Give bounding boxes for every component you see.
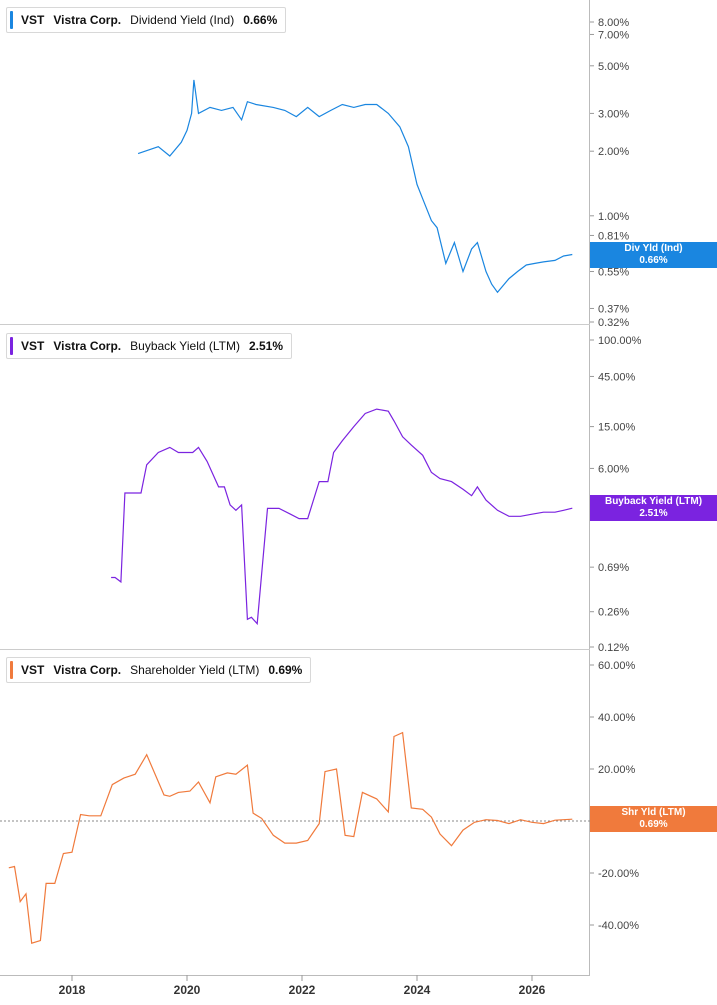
x-axis: 2018 2020 2022 2024 2026 [59,975,546,997]
legend-value: 0.69% [268,663,303,677]
buyback-value-tag: Buyback Yield (LTM) 2.51% [590,495,717,522]
shareholder-value-tag: Shr Yld (LTM) 0.69% [590,806,717,833]
y-tick-label: 3.00% [598,108,629,120]
y-tick-label: 0.81% [598,230,629,242]
dividend-y-axis: 0.32% 0.37% 0.55% 0.81% 1.00% 2.00% 3.00% 5.00%… [590,17,629,329]
shareholder-legend[interactable]: VST Vistra Corp. Shareholder Yield (LTM)… [6,657,312,683]
dividend-value-tag: Div Yld (Ind) 0.66% [590,241,717,268]
buyback-legend-swatch [10,337,13,355]
x-tick-label: 2022 [289,983,316,997]
shareholder-legend-swatch [10,661,13,679]
y-tick-label: 7.00% [598,29,629,41]
y-tick-label: 0.12% [598,642,629,654]
shareholder-y-axis: -40.00%-20.00%0.00%20.00%40.00%60.00% [590,660,639,932]
y-tick-label: -20.00% [598,868,639,880]
y-tick-label: 45.00% [598,371,636,383]
y-tick-label: 100.00% [598,335,642,347]
dividend-legend-swatch [10,11,13,29]
legend-company: Vistra Corp. [53,13,122,27]
y-tick-label: 2.00% [598,146,629,158]
legend-metric: Buyback Yield (LTM) [130,339,240,353]
legend-ticker: VST [21,663,45,677]
tag-title: Shr Yld (LTM) [621,807,686,819]
legend-metric: Dividend Yield (Ind) [130,13,235,27]
tag-title: Div Yld (Ind) [624,242,683,254]
legend-ticker: VST [21,13,45,27]
legend-ticker: VST [21,339,45,353]
x-tick-label: 2024 [404,983,431,997]
y-tick-label: 0.26% [598,607,629,619]
x-tick-label: 2020 [174,983,201,997]
y-tick-label: 5.00% [598,61,629,73]
y-tick-label: 8.00% [598,17,629,29]
y-tick-label: 15.00% [598,422,636,434]
buyback-legend[interactable]: VST Vistra Corp. Buyback Yield (LTM) 2.5… [6,333,293,359]
y-tick-label: 6.00% [598,463,629,475]
tag-value: 2.51% [639,508,668,520]
y-tick-label: 60.00% [598,660,636,672]
y-tick-label: 1.00% [598,211,629,223]
legend-company: Vistra Corp. [53,339,122,353]
legend-metric: Shareholder Yield (LTM) [130,663,260,677]
shareholder-yield-line [8,731,573,944]
legend-value: 2.51% [248,339,284,353]
buyback-yield-line [111,408,573,626]
y-tick-label: 40.00% [598,712,636,724]
x-tick-label: 2018 [59,983,86,997]
dividend-legend[interactable]: VST Vistra Corp. Dividend Yield (Ind) 0.… [6,7,287,33]
dividend-yield-line [137,79,573,294]
tag-value: 0.66% [639,254,668,266]
y-tick-label: -40.00% [598,920,639,932]
tag-title: Buyback Yield (LTM) [604,496,703,508]
legend-company: Vistra Corp. [53,663,122,677]
legend-value: 0.66% [243,13,278,27]
y-tick-label: 0.55% [598,267,629,279]
y-tick-label: 20.00% [598,764,636,776]
y-tick-label: 0.69% [598,562,629,574]
y-tick-label: 0.37% [598,303,629,315]
y-tick-label: 0.32% [598,317,629,329]
x-tick-label: 2026 [519,983,546,997]
tag-value: 0.69% [639,819,668,831]
